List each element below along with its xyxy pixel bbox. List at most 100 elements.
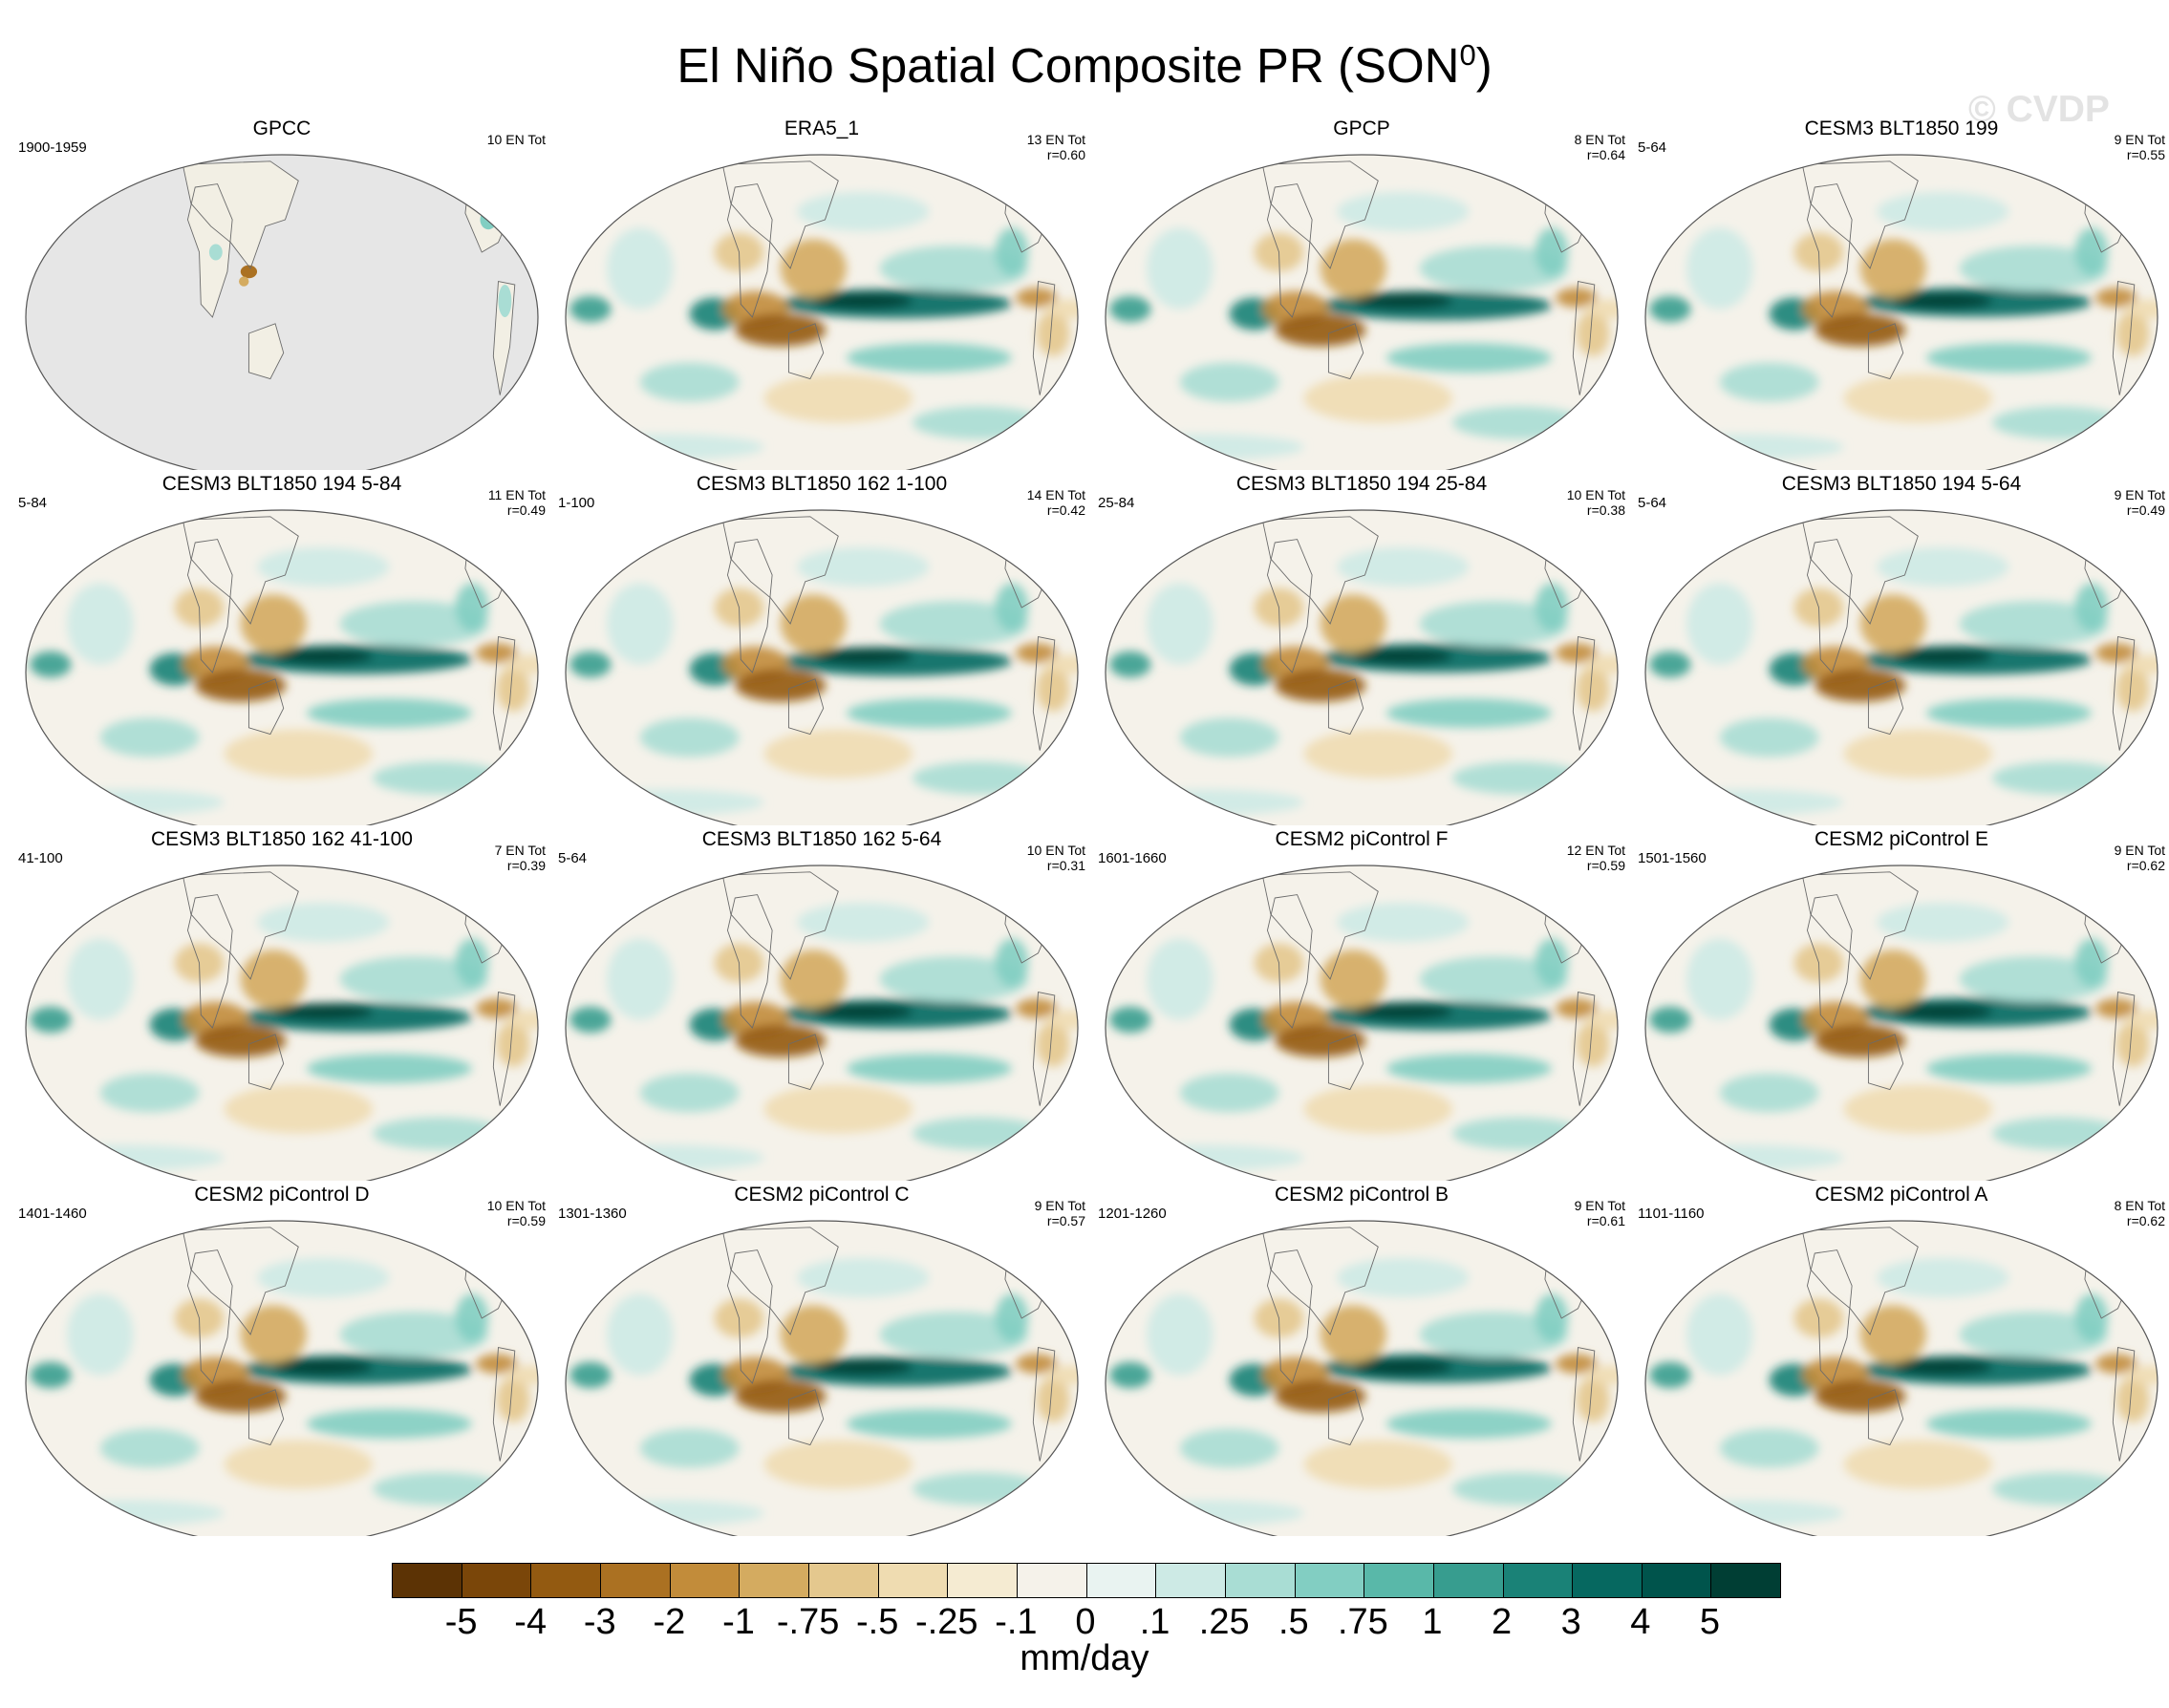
coastline: [788, 1035, 823, 1090]
precip-anomaly: [1452, 761, 1585, 795]
precip-anomaly: [1044, 1365, 1078, 1385]
map-panel: CESM2 piControl F 1601-1660 12 EN Tot r=0.5…: [1094, 827, 1629, 1181]
coastline: [1267, 895, 1312, 1028]
panel-title: CESM3 BLT1850 194 5-84: [161, 473, 402, 495]
precip-anomaly: [1337, 903, 1470, 942]
precip-anomaly: [373, 1472, 505, 1505]
panel-pattern-correlation: r=0.59: [506, 1213, 546, 1228]
panel-title: CESM2 piControl C: [734, 1184, 910, 1206]
precip-anomaly: [30, 1006, 72, 1034]
colorbar-tick-label: -1: [722, 1602, 755, 1642]
precip-anomaly: [240, 265, 258, 279]
precip-anomaly: [30, 651, 72, 678]
coastline: [1868, 679, 1902, 735]
panel-stats: 10 EN Tot: [487, 132, 546, 147]
panel-pattern-correlation: r=0.55: [2126, 147, 2165, 162]
precip-anomaly: [797, 1258, 930, 1297]
colorbar-tick-label: .5: [1278, 1602, 1309, 1642]
panel-pattern-correlation: r=0.42: [1046, 502, 1085, 518]
precip-anomaly: [797, 547, 930, 587]
panel-event-count: 7 EN Tot: [494, 843, 546, 858]
precip-anomaly: [1016, 998, 1058, 1018]
precip-anomaly: [1815, 313, 1906, 347]
coastline: [727, 184, 772, 317]
coastline: [493, 1348, 514, 1462]
precip-anomaly: [1576, 666, 1610, 712]
map-border: [25, 865, 539, 1181]
map-border: [1644, 154, 2158, 470]
precip-anomaly: [1179, 1428, 1279, 1468]
precip-anomaly: [1556, 643, 1598, 663]
map-panel: CESM3 BLT1850 194 25-84 25-84 10 EN Tot r=0…: [1094, 472, 1629, 825]
precip-anomaly: [607, 227, 674, 310]
precip-anomaly: [1452, 406, 1585, 439]
precip-anomaly: [455, 1293, 489, 1343]
panel-pattern-correlation: r=0.49: [506, 502, 546, 518]
colorbar-tick-label: 2: [1492, 1602, 1513, 1642]
colorbar-swatch: [462, 1564, 532, 1597]
panel-stats: 10 EN Tot r=0.59: [487, 1198, 546, 1228]
precip-anomaly: [2115, 310, 2150, 356]
precip-anomaly: [67, 938, 134, 1020]
precip-anomaly: [995, 583, 1029, 632]
precip-anomaly: [1353, 292, 1453, 310]
precip-anomaly: [2074, 1293, 2109, 1343]
precip-anomaly: [1179, 1073, 1279, 1113]
precip-anomaly: [763, 374, 913, 423]
precip-anomaly: [1859, 594, 1926, 653]
precip-anomaly: [1959, 1312, 2109, 1357]
precip-anomaly: [813, 648, 913, 665]
precip-anomaly: [879, 246, 1029, 291]
precip-anomaly: [1353, 1003, 1453, 1020]
colorbar-tick-label: 3: [1560, 1602, 1581, 1642]
precip-anomaly: [1320, 594, 1386, 653]
colorbar-swatch: [1156, 1564, 1226, 1597]
colorbar-tick-label: -.75: [776, 1602, 840, 1642]
panel-pattern-correlation: r=0.62: [2126, 1213, 2165, 1228]
map-border: [1105, 865, 1619, 1181]
precip-anomaly: [373, 761, 505, 795]
colorbar-swatch: [740, 1564, 809, 1597]
map-panel: GPCC 1900-1959 10 EN Tot: [14, 117, 549, 470]
colorbar-tick-label: -.1: [995, 1602, 1038, 1642]
precip-anomaly: [240, 1305, 307, 1364]
map-border: [25, 154, 539, 470]
map: [25, 509, 539, 825]
precip-anomaly: [498, 285, 512, 317]
precip-anomaly: [1036, 1377, 1070, 1422]
precip-anomaly: [476, 643, 518, 663]
precip-anomaly: [1645, 1144, 1844, 1171]
precip-anomaly: [797, 903, 930, 942]
precip-anomaly: [455, 583, 489, 632]
panel-title: CESM3 BLT1850 199: [1804, 117, 1999, 139]
map-border: [1105, 1220, 1619, 1536]
precip-anomaly: [373, 1117, 505, 1150]
precip-anomaly: [505, 1365, 538, 1385]
map-border: [25, 1220, 539, 1536]
panel-event-count: 9 EN Tot: [2114, 487, 2165, 502]
precip-anomaly: [1925, 1054, 2092, 1083]
precip-anomaly: [1106, 434, 1304, 460]
colorbar-swatch: [1503, 1564, 1574, 1597]
precip-anomaly: [1877, 192, 2009, 231]
precip-anomaly: [1877, 547, 2009, 587]
precip-anomaly: [339, 1312, 489, 1357]
panel-stats: 9 EN Tot r=0.57: [1035, 1198, 1085, 1228]
colorbar-tick-label: 1: [1422, 1602, 1443, 1642]
precip-anomaly: [1179, 717, 1279, 758]
precip-anomaly: [1419, 246, 1569, 291]
precip-anomaly: [1147, 1293, 1213, 1376]
coastline: [248, 679, 283, 735]
precip-anomaly: [2124, 1365, 2158, 1385]
precip-anomaly: [1535, 583, 1569, 632]
colorbar-swatch: [670, 1564, 741, 1597]
precip-anomaly: [1877, 903, 2009, 942]
map-border: [1644, 509, 2158, 825]
panel-stats: 12 EN Tot r=0.59: [1567, 843, 1625, 873]
coastline: [1573, 637, 1594, 751]
precip-anomaly: [1385, 1054, 1552, 1083]
precip-anomaly: [1877, 1258, 2009, 1297]
coastline: [1328, 1390, 1363, 1445]
panel-title: CESM2 piControl D: [194, 1184, 370, 1206]
precip-anomaly: [813, 1358, 913, 1376]
